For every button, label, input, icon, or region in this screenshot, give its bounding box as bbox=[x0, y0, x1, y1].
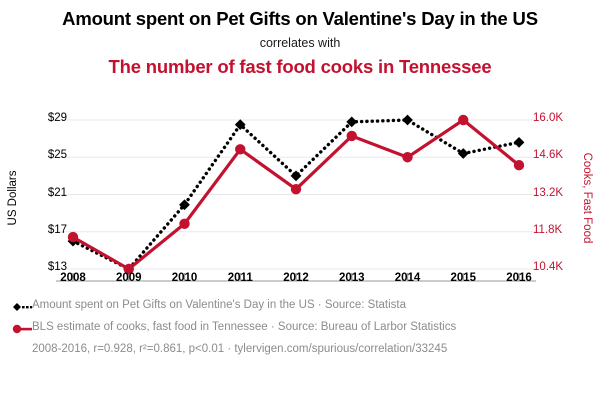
legend-label-cooks: BLS estimate of cooks, fast food in Tenn… bbox=[32, 321, 457, 333]
x-tick-2014: 2014 bbox=[394, 272, 421, 284]
chart-footer: Amount spent on Pet Gifts on Valentine's… bbox=[0, 298, 600, 357]
y-tick-right-1: 11.8K bbox=[533, 223, 563, 236]
data-point-0-2011 bbox=[234, 119, 246, 131]
data-point-1-2015 bbox=[458, 114, 469, 126]
plot-area: US Dollars Cooks, Fast Food $13 $17 $21 $25… bbox=[0, 104, 600, 294]
x-tick-2016: 2016 bbox=[506, 272, 532, 284]
red-circle-solid-line-icon bbox=[12, 324, 32, 334]
legend-label-pet-gifts: Amount spent on Pet Gifts on Valentine's… bbox=[32, 299, 407, 311]
x-tick-2013: 2013 bbox=[338, 272, 365, 284]
correlation-stats: 2008-2016, r=0.928, r²=0.861, p<0.01 · t… bbox=[32, 343, 448, 355]
y-tick-left-0: $13 bbox=[47, 261, 67, 273]
series-line-0 bbox=[71, 118, 521, 271]
x-tick-2011: 2011 bbox=[227, 272, 253, 284]
x-tick-2010: 2010 bbox=[171, 272, 198, 284]
legend-item-pet-gifts: Amount spent on Pet Gifts on Valentine's… bbox=[6, 298, 594, 314]
y-tick-right-2: 13.2K bbox=[533, 186, 564, 199]
y-tick-right-4: 16.0K bbox=[533, 112, 564, 124]
y-tick-left-2: $21 bbox=[47, 186, 67, 199]
y-tick-right-3: 14.6K bbox=[533, 149, 564, 162]
data-point-0-2014 bbox=[402, 114, 413, 126]
data-point-1-2009 bbox=[123, 263, 134, 275]
data-point-1-2012 bbox=[290, 183, 302, 195]
y-tick-left-3: $25 bbox=[47, 149, 67, 162]
data-point-1-2008 bbox=[67, 231, 79, 243]
black-diamond-dotted-line-icon bbox=[13, 303, 32, 311]
line-chart-svg bbox=[56, 114, 536, 282]
x-tick-2009: 2009 bbox=[115, 272, 142, 284]
data-point-0-2013 bbox=[346, 116, 358, 128]
data-point-1-2011 bbox=[235, 144, 246, 155]
data-point-0-2015 bbox=[457, 148, 469, 159]
x-tick-2008: 2008 bbox=[60, 272, 86, 284]
y-tick-right-0: 10.4K bbox=[533, 261, 564, 273]
x-tick-2015: 2015 bbox=[450, 272, 477, 284]
data-point-1-2014 bbox=[402, 152, 413, 163]
y-tick-left-1: $17 bbox=[47, 223, 67, 236]
data-point-0-2010 bbox=[179, 199, 190, 211]
data-point-1-2010 bbox=[179, 218, 190, 229]
data-point-1-2016 bbox=[513, 160, 525, 171]
x-tick-2012: 2012 bbox=[283, 272, 309, 284]
chart-titles: Amount spent on Pet Gifts on Valentine's… bbox=[0, 0, 600, 79]
y-tick-left-4: $29 bbox=[47, 112, 67, 124]
title-connector: correlates with bbox=[259, 36, 341, 50]
data-point-1-2013 bbox=[346, 130, 357, 142]
data-point-0-2012 bbox=[290, 170, 302, 182]
data-point-0-2016 bbox=[513, 136, 525, 148]
page-title: Amount spent on Pet Gifts on Valentine's… bbox=[62, 8, 538, 29]
legend-item-cooks: BLS estimate of cooks, fast food in Tenn… bbox=[6, 320, 594, 336]
page-subtitle: The number of fast food cooks in Tenness… bbox=[108, 56, 492, 77]
